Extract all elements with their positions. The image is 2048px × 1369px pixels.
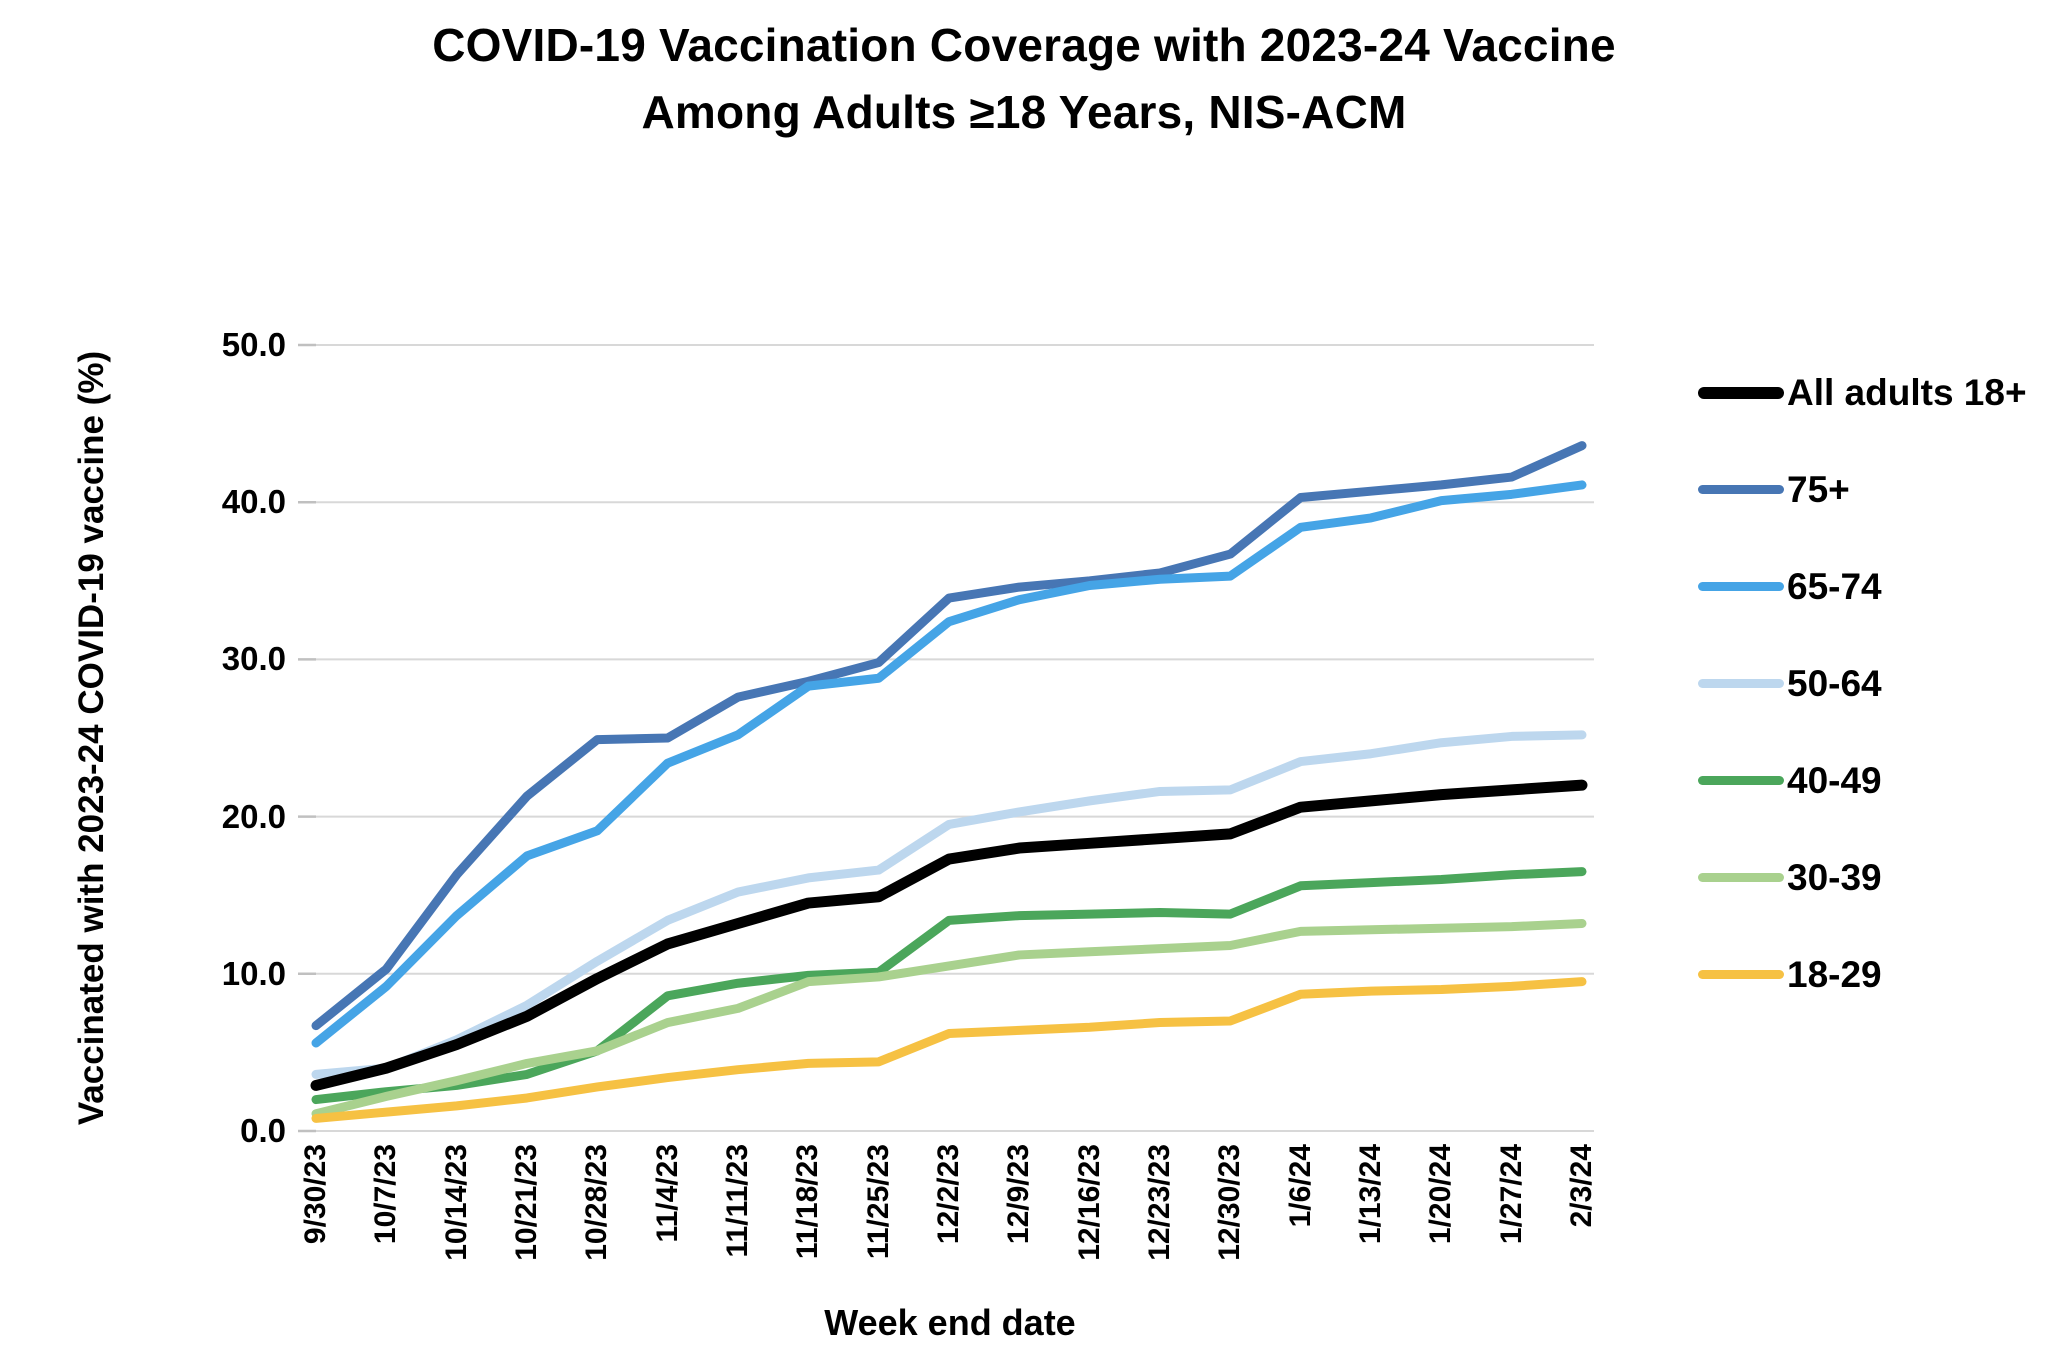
y-axis-title: Vaccinated with 2023-24 COVID-19 vaccine…	[72, 350, 111, 1126]
series-line-65-74	[311, 480, 1587, 1048]
legend-line-swatch	[1698, 582, 1784, 591]
x-tick-label: 10/14/23	[439, 1144, 473, 1261]
x-tick-label: 12/16/23	[1072, 1144, 1106, 1261]
x-tick-label: 12/30/23	[1213, 1144, 1247, 1261]
legend-entry: 30-39	[1698, 829, 2027, 926]
legend-label: 18-29	[1787, 953, 1882, 995]
legend-line-swatch	[1698, 485, 1784, 494]
chart-title: COVID-19 Vaccination Coverage with 2023-…	[0, 12, 2048, 145]
y-tick-label: 40.0	[221, 483, 286, 521]
legend-entry: 18-29	[1698, 926, 2027, 1023]
legend-entry: 65-74	[1698, 538, 2027, 635]
x-tick-label: 10/28/23	[580, 1144, 614, 1261]
legend-label: 30-39	[1787, 856, 1882, 898]
legend-entry: 75+	[1698, 441, 2027, 538]
y-tick-label: 0.0	[240, 1112, 286, 1149]
legend-line-swatch	[1698, 873, 1784, 882]
chart-legend: All adults 18+ 75+ 65-74 50-64 40-49 30-39 18-…	[1698, 344, 2027, 1023]
y-tick-label: 50.0	[221, 326, 286, 363]
x-tick-label: 11/4/23	[650, 1144, 684, 1243]
x-tick-label: 1/20/24	[1424, 1144, 1458, 1245]
chart-title-line1: COVID-19 Vaccination Coverage with 2023-…	[432, 19, 1616, 71]
x-tick-label: 11/25/23	[861, 1144, 895, 1260]
x-tick-label: 11/18/23	[791, 1144, 825, 1260]
x-tick-label: 1/13/24	[1354, 1144, 1387, 1245]
series-line-75-	[311, 441, 1587, 1031]
x-tick-label: 12/9/23	[1002, 1144, 1036, 1245]
legend-label: All adults 18+	[1787, 371, 2027, 413]
x-tick-label: 9/30/23	[299, 1144, 332, 1245]
series-line-18-29	[311, 977, 1587, 1123]
x-tick-label: 2/3/24	[1565, 1144, 1598, 1228]
series-line-50-64	[311, 730, 1587, 1079]
x-axis-title: Week end date	[824, 1302, 1076, 1343]
y-tick-label: 10.0	[221, 954, 286, 992]
legend-line-swatch	[1698, 970, 1784, 979]
legend-label: 40-49	[1787, 759, 1882, 801]
legend-label: 50-64	[1787, 662, 1882, 704]
x-tick-label: 1/27/24	[1494, 1144, 1528, 1245]
x-tick-label: 12/23/23	[1143, 1144, 1176, 1261]
legend-line-swatch	[1698, 776, 1784, 785]
x-tick-label: 11/11/23	[721, 1144, 754, 1258]
series-line-40-49	[311, 867, 1587, 1105]
legend-line-swatch	[1698, 679, 1784, 688]
legend-entry: All adults 18+	[1698, 344, 2027, 441]
chart-title-line2: Among Adults ≥18 Years, NIS-ACM	[641, 85, 1407, 138]
x-tick-label: 10/7/23	[369, 1144, 403, 1245]
x-tick-label: 10/21/23	[510, 1144, 543, 1261]
legend-label: 75+	[1787, 468, 1850, 510]
legend-entry: 50-64	[1698, 635, 2027, 732]
y-tick-label: 20.0	[221, 797, 286, 835]
legend-entry: 40-49	[1698, 732, 2027, 829]
series-line-all-adults-18-	[310, 779, 1588, 1091]
legend-label: 65-74	[1787, 565, 1882, 607]
y-tick-label: 30.0	[221, 640, 286, 678]
x-tick-label: 12/2/23	[932, 1144, 965, 1245]
legend-line-swatch	[1698, 386, 1784, 399]
x-tick-label: 1/6/24	[1283, 1144, 1317, 1228]
series-line-30-39	[311, 918, 1587, 1119]
